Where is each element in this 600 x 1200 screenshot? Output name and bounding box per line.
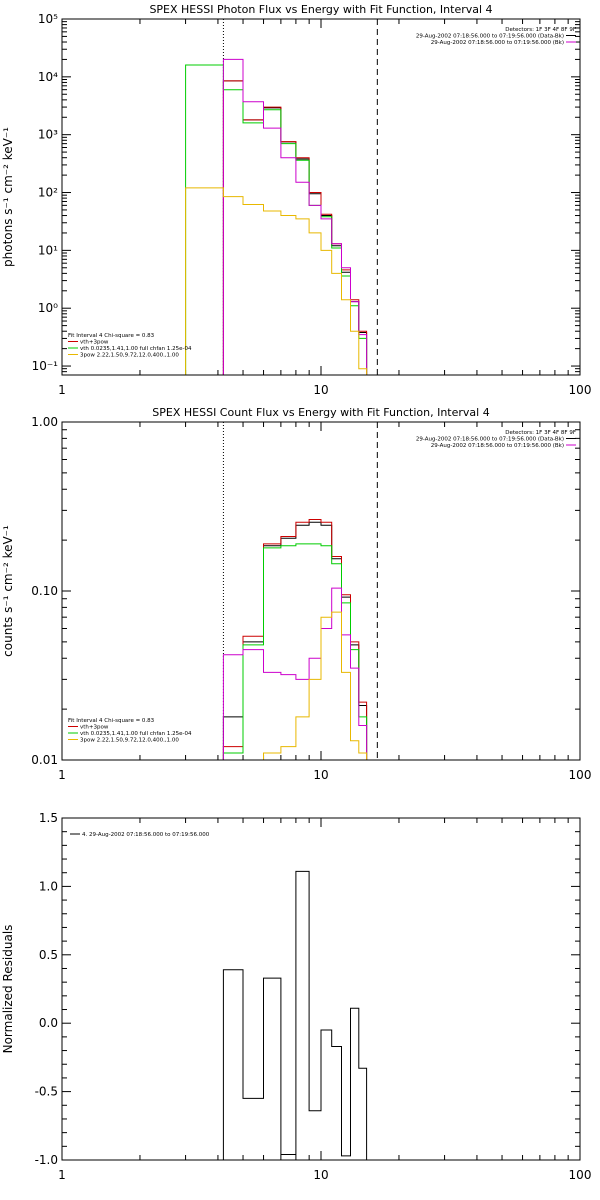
series-line-4: [222, 58, 368, 375]
legend-residual-label: 4. 29-Aug-2002 07:18:56.000 to 07:19:56.…: [82, 832, 210, 838]
legend-fit-header: Fit Interval 4 Chi-square = 0.83: [68, 333, 155, 339]
y-axis-label: Normalized Residuals: [1, 925, 15, 1054]
legend-data-header: Detectors: 1F 3F 4F 8F 9F: [505, 430, 576, 436]
series-line-2: [222, 80, 368, 375]
x-tick-label: 1: [58, 383, 66, 397]
y-tick-label: 10³: [38, 128, 58, 142]
legend-fit-label: 3pow 2.22,1.50,9.72,12.0,400.,1.00: [80, 738, 179, 744]
y-tick-label: 10⁻¹: [32, 359, 59, 373]
legend-data-label: 29-Aug-2002 07:18:56.000 to 07:19:56.000…: [416, 437, 564, 443]
y-axis-label: photons s⁻¹ cm⁻² keV⁻¹: [1, 127, 15, 267]
y-tick-label: 10¹: [38, 243, 58, 257]
chart-title: SPEX HESSI Count Flux vs Energy with Fit…: [152, 406, 489, 419]
x-tick-label: 100: [569, 1168, 592, 1182]
series-line-5: [263, 611, 368, 760]
legend-fit-label: vth+3pow: [80, 725, 109, 731]
x-tick-label: 1: [58, 768, 66, 782]
y-tick-label: 10⁵: [38, 12, 58, 26]
series-line-1: [222, 870, 368, 1160]
y-tick-label: 0.01: [31, 753, 58, 767]
series-line-2: [222, 519, 368, 760]
series-line-3: [185, 64, 368, 375]
chart-panel-2: SPEX HESSI Count Flux vs Energy with Fit…: [1, 406, 591, 782]
y-tick-label: 1.00: [31, 415, 58, 429]
y-tick-label: -1.0: [35, 1153, 58, 1167]
series-line-4: [222, 587, 368, 760]
legend-fit-label: vth+3pow: [80, 340, 109, 346]
x-tick-label: 10: [313, 1168, 328, 1182]
chart-panel-1: SPEX HESSI Photon Flux vs Energy with Fi…: [1, 3, 591, 397]
series-line-5: [185, 187, 368, 375]
x-tick-label: 100: [569, 768, 592, 782]
x-tick-label: 10: [313, 383, 328, 397]
legend-fit-label: vth 0.0235,1.41,1.00 full chfan 1.25e-04: [80, 346, 192, 352]
y-axis-label: counts s⁻¹ cm⁻² keV⁻¹: [1, 525, 15, 657]
chart-title: SPEX HESSI Photon Flux vs Energy with Fi…: [149, 3, 492, 16]
y-tick-label: 1.0: [39, 879, 58, 893]
legend-data-label: 29-Aug-2002 07:18:56.000 to 07:19:56.000…: [431, 443, 564, 449]
legend-data-label: 29-Aug-2002 07:18:56.000 to 07:19:56.000…: [416, 34, 564, 40]
plot-frame: [61, 18, 581, 376]
plot-frame: [61, 421, 581, 761]
plot-frame: [61, 817, 581, 1161]
legend-data-header: Detectors: 1F 3F 4F 8F 9F: [505, 27, 576, 33]
x-tick-label: 10: [313, 768, 328, 782]
x-tick-label: 1: [58, 1168, 66, 1182]
y-tick-label: 10²: [38, 186, 58, 200]
y-tick-label: 0.0: [39, 1016, 58, 1030]
legend-fit-label: 3pow 2.22,1.50,9.72,12.0,400.,1.00: [80, 353, 179, 359]
legend-data-label: 29-Aug-2002 07:18:56.000 to 07:19:56.000…: [431, 40, 564, 46]
series-line-1: [222, 80, 368, 375]
y-tick-label: 0.10: [31, 584, 58, 598]
y-tick-label: -0.5: [35, 1085, 58, 1099]
x-tick-label: 100: [569, 383, 592, 397]
y-tick-label: 1.5: [39, 811, 58, 825]
y-tick-label: 0.5: [39, 948, 58, 962]
y-tick-label: 10⁴: [38, 70, 58, 84]
chart-panel-3: Normalized Residuals 1 10 100 -1.0 -0.5 0.0 0.5…: [1, 811, 591, 1182]
y-tick-label: 10⁰: [38, 301, 58, 315]
legend-fit-header: Fit Interval 4 Chi-square = 0.83: [68, 718, 155, 724]
series-line-3: [222, 543, 368, 760]
series-line-1: [222, 521, 368, 760]
legend-fit-label: vth 0.0235,1.41,1.00 full chfan 1.25e-04: [80, 731, 192, 737]
